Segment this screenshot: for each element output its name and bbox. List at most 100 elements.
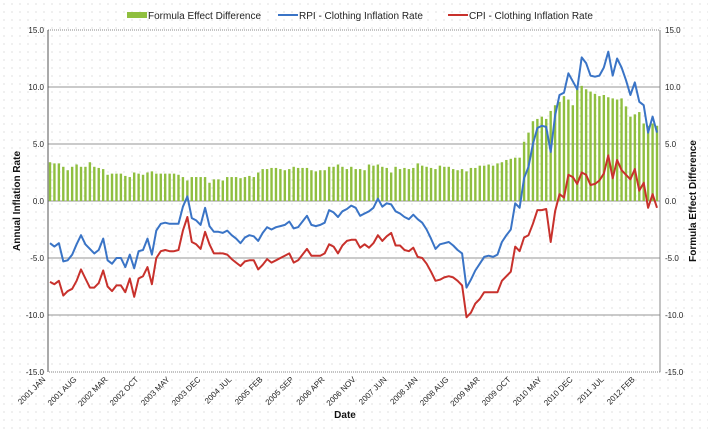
bar-formula-effect	[545, 118, 548, 201]
bar-formula-effect	[558, 101, 561, 201]
bar-formula-effect	[53, 163, 56, 201]
line-cpi-clothing	[49, 154, 658, 319]
bar-formula-effect	[163, 173, 167, 201]
y-axis-title-right: Formula Effect Difference	[688, 140, 699, 262]
y-axis-title-left: Annual Inflation Rate	[12, 151, 23, 251]
bar-formula-effect	[230, 177, 233, 201]
bar-formula-effect	[217, 179, 220, 201]
bar-formula-effect	[124, 175, 127, 201]
bar-formula-effect	[425, 166, 428, 201]
bar-formula-effect	[363, 170, 366, 201]
bar-formula-effect	[522, 141, 526, 201]
bar-formula-effect	[633, 114, 637, 201]
bar-formula-effect	[420, 165, 424, 201]
x-tick-label: 2012 FEB	[605, 375, 637, 407]
bar-formula-effect	[226, 177, 229, 201]
bar-formula-effect	[478, 165, 481, 201]
bar-formula-effect	[128, 177, 131, 201]
y-tick-label: 0.0	[33, 197, 45, 206]
legend-label: Formula Effect Difference	[148, 11, 261, 22]
y-tick-label: 10.0	[28, 83, 44, 92]
bar-formula-effect	[279, 169, 282, 201]
bar-formula-effect	[487, 164, 490, 201]
x-tick-label: 2003 DEC	[170, 375, 203, 408]
bar-formula-effect	[292, 166, 295, 201]
bar-formula-effect	[177, 174, 180, 201]
bar-formula-effect	[531, 121, 535, 201]
bar-formula-effect	[257, 172, 260, 201]
x-tick-label: 2005 FEB	[233, 375, 265, 407]
x-tick-label: 2010 MAY	[511, 375, 544, 408]
bar-formula-effect	[274, 167, 278, 201]
bar-formula-effect	[372, 165, 375, 201]
x-tick-label: 2006 APR	[295, 375, 327, 407]
bar-formula-effect	[97, 167, 100, 201]
bar-formula-effect	[106, 174, 109, 201]
bar-formula-effect	[540, 116, 544, 201]
legend-item-formula-effect: Formula Effect Difference	[127, 11, 261, 22]
bar-formula-effect	[602, 94, 606, 201]
bar-formula-effect	[243, 177, 247, 201]
bar-formula-effect	[576, 88, 579, 201]
bar-formula-effect	[261, 169, 264, 201]
y-tick-label: -10.0	[26, 311, 45, 320]
bar-formula-effect	[434, 169, 437, 201]
bar-formula-effect	[79, 166, 83, 201]
bar-formula-effect	[514, 157, 517, 201]
y2-tick-label: 0.0	[665, 197, 677, 206]
x-tick-label: 2011 JUL	[576, 375, 607, 406]
bar-formula-effect	[447, 166, 450, 201]
legend: Formula Effect Difference RPI - Clothing…	[127, 11, 593, 22]
bar-formula-effect	[571, 105, 575, 201]
bar-formula-effect	[407, 169, 411, 201]
bar-formula-effect	[146, 172, 149, 201]
bar-formula-effect	[549, 110, 552, 201]
bar-formula-effect	[327, 166, 331, 201]
x-tick-label: 2008 JAN	[388, 375, 419, 406]
bar-formula-effect	[208, 182, 211, 201]
bar-formula-effect	[248, 175, 251, 201]
bar-formula-effect	[88, 162, 92, 201]
bar-formula-effect	[443, 166, 446, 201]
bar-formula-effect	[367, 164, 371, 201]
x-tick-label: 2006 NOV	[325, 375, 358, 408]
bar-formula-effect	[288, 169, 291, 201]
x-tick-label: 2010 DEC	[542, 375, 575, 408]
bar-formula-effect	[336, 164, 340, 201]
bar-formula-effect	[580, 85, 583, 201]
bar-formula-effect	[57, 163, 61, 201]
bar-formula-effect	[62, 166, 65, 201]
bar-formula-effect	[469, 167, 473, 201]
bar-formula-effect	[655, 125, 659, 201]
x-tick-label: 2007 JUN	[357, 375, 389, 407]
bar-formula-effect	[221, 180, 224, 201]
bar-formula-effect	[412, 167, 415, 201]
y-tick-label: 5.0	[33, 140, 45, 149]
legend-item-cpi: CPI - Clothing Inflation Rate	[448, 11, 593, 22]
bar-formula-effect	[474, 167, 477, 201]
x-tick-label: 2001 JAN	[16, 375, 47, 406]
bar-formula-effect	[651, 123, 654, 201]
bar-formula-effect	[456, 170, 459, 201]
bar-formula-effect	[305, 167, 309, 201]
bar-formula-effect	[509, 158, 512, 201]
bar-formula-effect	[496, 163, 499, 201]
y2-tick-label: 15.0	[665, 26, 681, 35]
bar-formula-effect	[186, 180, 189, 201]
x-tick-label: 2009 MAR	[449, 375, 482, 408]
bar-formula-effect	[168, 173, 171, 201]
x-tick-label: 2005 SEP	[264, 375, 296, 407]
formula-effect-bars	[48, 85, 659, 201]
bar-formula-effect	[345, 169, 349, 201]
bar-formula-effect	[137, 173, 140, 201]
bar-formula-effect	[319, 170, 322, 201]
bar-formula-effect	[505, 159, 508, 201]
bar-formula-effect	[607, 97, 610, 201]
bar-formula-effect	[615, 99, 619, 201]
left-y-tick-labels: -15.0 -10.0 -5.0 0.0 5.0 10.0 15.0	[26, 26, 45, 377]
bar-formula-effect	[416, 163, 419, 201]
legend-swatch-bar	[127, 12, 147, 18]
y2-tick-label: 10.0	[665, 83, 681, 92]
bar-formula-effect	[150, 171, 154, 201]
